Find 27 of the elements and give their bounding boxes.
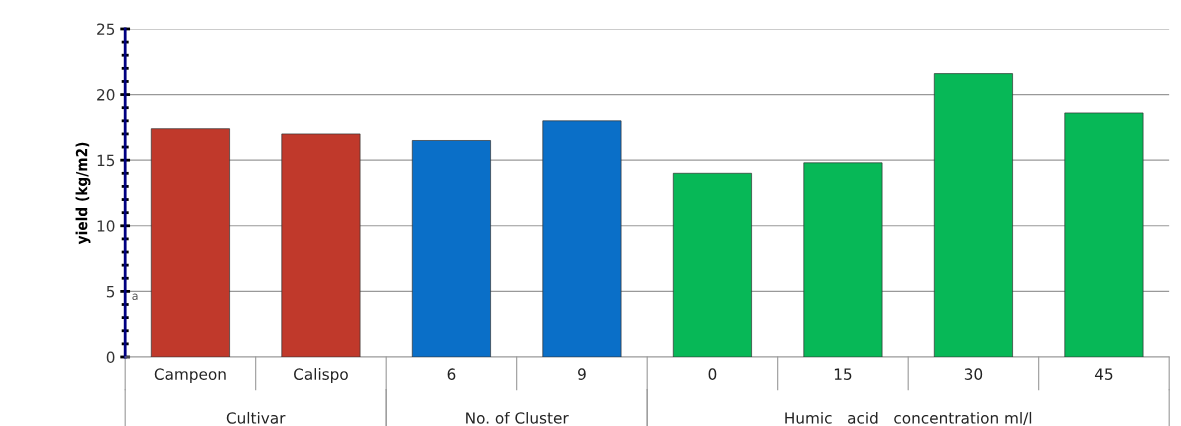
bar [411,140,491,357]
x-tick-label: 15 [834,368,852,380]
y-tick-label: 15 [97,154,115,167]
bar [150,128,230,357]
y-tick-label: 10 [97,220,115,232]
y-tick-label: 0 [106,351,115,364]
bar [542,120,622,357]
bar [1064,112,1144,357]
x-tick-label: 6 [447,368,456,380]
text: Humic acid concentration ml/l [785,411,1032,425]
bar [803,162,883,357]
text: Cultivar [226,411,286,424]
y-axis-title: yield (kg/m2) [75,142,91,245]
x-tick-label: 45 [1094,368,1113,380]
y-tick-label: 20 [97,89,115,101]
bar [933,73,1013,357]
x-tick-label: Campeon [154,368,226,383]
x-tick-label: Calispo [294,368,348,383]
y-tick-label: 5 [106,286,115,298]
bar [281,133,361,357]
x-tick-label: 9 [578,368,586,380]
annotation: a [132,293,138,300]
text: No. of Cluster [466,411,569,424]
y-tick-label: 25 [97,23,115,35]
x-tick-label: 0 [708,368,717,380]
x-tick-label: 30 [964,368,983,380]
bar [672,172,752,357]
